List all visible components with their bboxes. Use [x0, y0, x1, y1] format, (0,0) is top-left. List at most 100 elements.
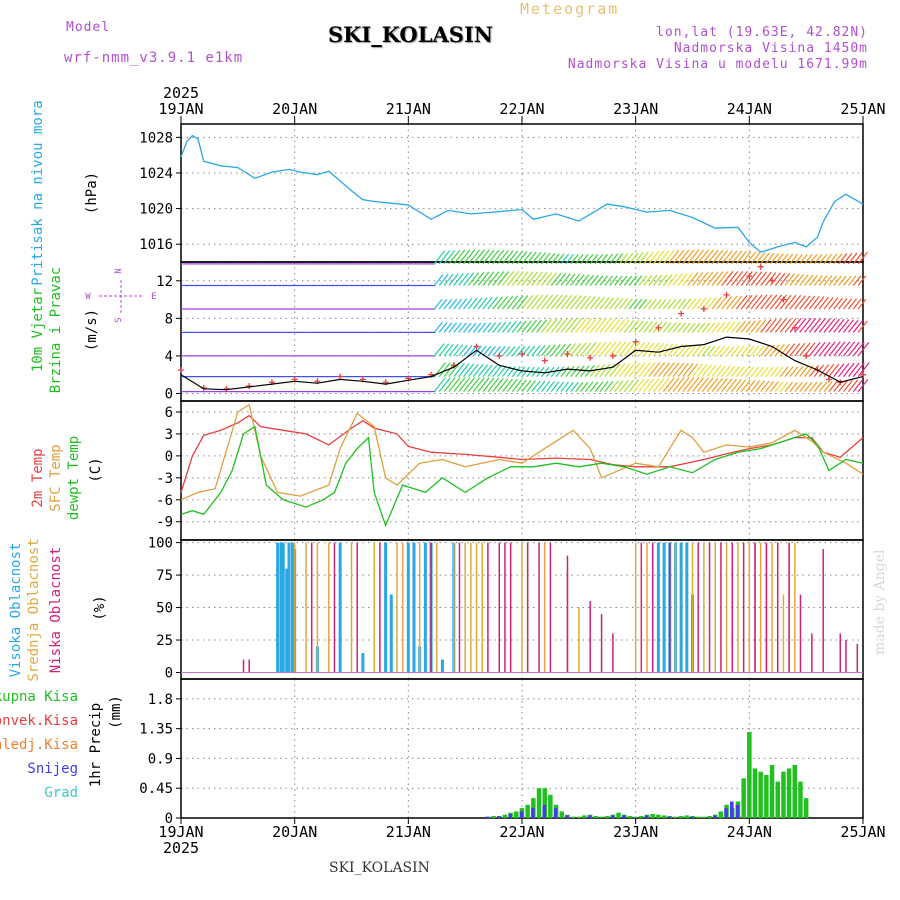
wind-barb	[833, 275, 842, 286]
wind-barb	[536, 271, 548, 286]
wind-barb	[648, 251, 660, 265]
wind-barb	[682, 344, 692, 357]
wind-barb	[453, 362, 465, 377]
wind-barb	[735, 250, 747, 265]
wind-barb	[472, 322, 482, 333]
wind-barb	[784, 318, 797, 333]
wind-barb	[438, 362, 451, 377]
wind-barb	[594, 296, 605, 310]
wind-barb	[692, 345, 702, 357]
wind-barb	[852, 298, 862, 310]
panel-frame	[180, 123, 864, 263]
wind-barb	[550, 318, 563, 333]
wind-barb	[463, 272, 475, 286]
wind-barb	[653, 362, 666, 377]
wind-barb	[463, 345, 473, 357]
wind-barb	[779, 273, 791, 286]
wind-barb	[433, 299, 443, 310]
precip-axis-title: 1hr Precip	[88, 703, 104, 787]
wind-barb	[804, 274, 814, 286]
wind-barb	[536, 345, 546, 357]
wind-barb	[575, 365, 585, 377]
wind-barb	[506, 295, 519, 310]
wind-barb	[774, 318, 787, 333]
wind-barb	[458, 249, 471, 265]
wind-barb	[638, 275, 648, 286]
wind-barb	[818, 381, 828, 392]
precip-total-bar	[531, 798, 536, 818]
location-lonlat: lon,lat (19.63E, 42.82N)	[656, 25, 868, 40]
y-tick-label: 6	[165, 405, 173, 421]
wind-barb	[516, 366, 526, 377]
wind-gust-marker	[632, 338, 639, 345]
wind-barb	[580, 381, 589, 392]
wind-barb	[696, 345, 706, 357]
wind-barb	[467, 377, 481, 392]
wind-barb	[648, 274, 658, 286]
wind-barb	[740, 366, 750, 377]
wind-barb	[789, 273, 800, 286]
wind-barb	[774, 366, 784, 377]
precip-total-bar	[707, 816, 712, 818]
wind-barb	[667, 343, 678, 357]
wind-barb	[779, 318, 792, 333]
subtitle: Meteogram	[520, 0, 620, 18]
wind-barb	[545, 253, 556, 265]
wind-barb	[570, 295, 582, 310]
wind-barb	[716, 249, 729, 265]
wind-barb	[779, 294, 792, 310]
wind-barb	[813, 318, 826, 333]
precip-total-bar	[502, 814, 508, 818]
wind-barb	[565, 366, 575, 377]
wind-barb	[536, 380, 546, 392]
x-year-label-top: 2025	[163, 84, 199, 102]
wind-barb	[511, 320, 522, 333]
wind-barb	[755, 345, 765, 357]
wind-barb	[472, 364, 484, 377]
wind-barb	[687, 363, 699, 377]
wind-barb	[482, 271, 495, 286]
wind-barb	[467, 272, 480, 286]
wind-barb	[760, 252, 770, 265]
y-tick-label: -9	[156, 515, 173, 531]
wind-barb	[672, 322, 682, 333]
wind-barb	[731, 271, 744, 286]
wind-barb	[575, 342, 587, 357]
wind-barb	[628, 379, 640, 392]
wind-barb	[662, 274, 673, 286]
wind-barb	[531, 345, 541, 357]
precip-total-bar	[775, 781, 780, 818]
wind-barb	[511, 366, 521, 377]
y-tick-label: 25	[156, 633, 173, 649]
wind-barb	[667, 249, 680, 265]
wind-barb	[575, 254, 584, 265]
wind-barb	[560, 294, 573, 310]
wind-barb	[701, 271, 714, 286]
wind-barb	[843, 275, 852, 286]
wind-barb	[633, 379, 645, 392]
wind-barb	[706, 249, 719, 265]
wind-barb	[433, 274, 444, 286]
y-tick-label: 50	[156, 601, 173, 617]
precip-total-bar	[718, 811, 724, 818]
wind-barb	[667, 322, 677, 333]
wind-barb	[692, 249, 705, 265]
wind-barb	[726, 250, 738, 265]
wind-barb	[643, 378, 655, 392]
station-elevation: Nadmorska Visina 1450m	[673, 41, 868, 56]
wind-barb	[638, 378, 650, 392]
wind-barb	[599, 363, 611, 377]
wind-barb	[580, 342, 592, 357]
wind-barb	[628, 320, 640, 333]
wind-barb	[623, 275, 633, 286]
y-tick-label: 1.35	[139, 722, 173, 738]
wind-barb	[818, 253, 828, 265]
wind-barb	[463, 363, 475, 377]
wind-barb	[599, 381, 609, 392]
wind-barb	[580, 254, 589, 265]
wind-barb	[497, 250, 509, 265]
wind-barb	[497, 378, 509, 392]
wind-barb	[618, 252, 629, 265]
y-tick-label: 8	[165, 311, 173, 327]
wind-barb	[804, 254, 813, 265]
